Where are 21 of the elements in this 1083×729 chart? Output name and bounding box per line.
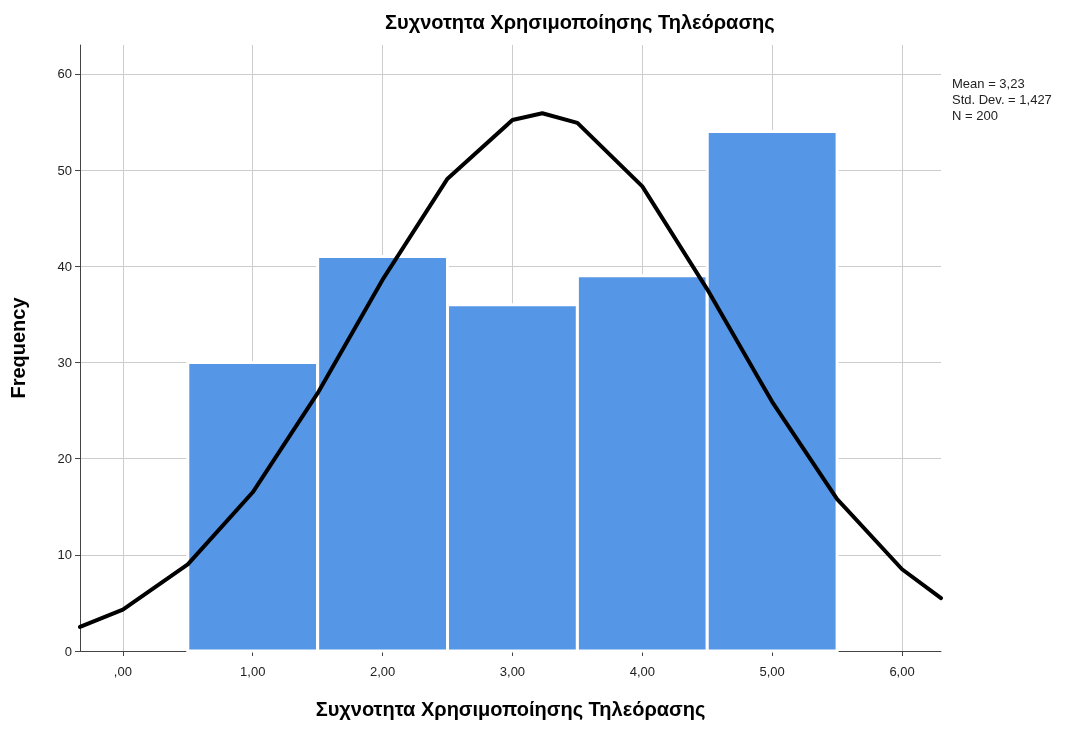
x-tick-label: 2,00: [369, 664, 396, 679]
y-tick-label: 40: [57, 258, 72, 274]
x-tick-label: ,00: [113, 664, 132, 679]
x-tick-label: 5,00: [759, 664, 785, 679]
x-tick-label: 6,00: [889, 664, 915, 679]
chart-title: Συχνοτητα Χρησιμοποίησης Τηλεόρασης: [385, 11, 775, 33]
text: Std. Dev. = 1,427: [952, 92, 1052, 107]
x-tick-label: 4,00: [629, 664, 655, 679]
text: N = 200: [952, 108, 998, 123]
y-tick-label: 20: [57, 451, 72, 467]
x-axis-title: Συχνοτητα Χρησιμοποίησης Τηλεόρασης: [315, 698, 706, 720]
y-tick-label: 60: [57, 66, 72, 82]
text: Mean = 3,23: [952, 76, 1025, 91]
y-tick-label: 10: [57, 547, 72, 563]
y-tick-label: 50: [57, 162, 72, 178]
x-tick-label: 1,00: [240, 664, 266, 679]
line-series: [78, 111, 943, 629]
y-tick-label: 0: [64, 643, 72, 659]
y-tick-label: 30: [57, 354, 72, 370]
x-tick-label: 3,00: [499, 664, 526, 679]
y-axis-title: Frequency: [7, 296, 29, 399]
